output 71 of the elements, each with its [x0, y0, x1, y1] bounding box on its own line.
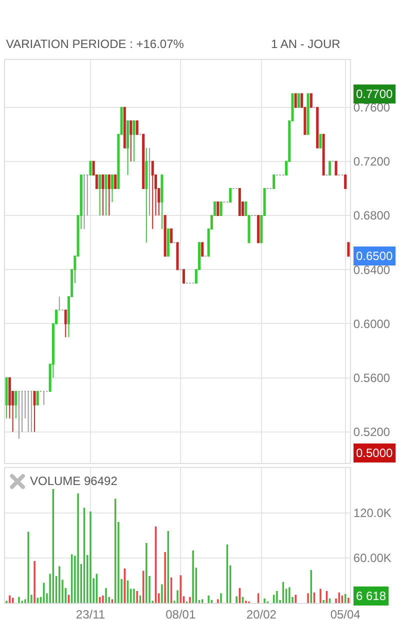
- text: VOLUME 96492: [30, 474, 118, 488]
- candlestick: [160, 174, 164, 230]
- x-tick-label: 08/01: [166, 607, 196, 622]
- candlestick: [257, 215, 260, 244]
- candlestick: [58, 296, 61, 311]
- y-tick-label: 0.6800: [353, 208, 390, 223]
- candlestick: [182, 269, 185, 284]
- candlestick: [83, 174, 86, 230]
- candlestick: [306, 93, 310, 135]
- y-tick-label: 0.6000: [353, 316, 390, 331]
- candlestick: [164, 215, 166, 257]
- candlestick: [142, 134, 145, 189]
- text: 0.7700: [356, 87, 394, 101]
- candlestick: [123, 106, 126, 148]
- candlestick: [104, 174, 108, 216]
- candlestick: [316, 106, 319, 148]
- candlestick: [89, 160, 92, 176]
- candlestick: [322, 134, 325, 176]
- x-tick-label: 20/02: [246, 607, 277, 622]
- candlestick: [216, 202, 220, 216]
- candlestick: [30, 390, 33, 432]
- candlestick: [272, 174, 276, 189]
- candlestick: [110, 174, 114, 202]
- y-tick-label: 120.0K: [353, 506, 392, 520]
- x-tick-label: 05/04: [330, 607, 361, 622]
- candlestick: [328, 160, 332, 176]
- candlestick: [33, 390, 36, 432]
- candlestick: [148, 147, 151, 216]
- y-tick-label: 0.5200: [353, 425, 390, 440]
- x-tick-label: 23/11: [76, 607, 106, 622]
- candlestick: [297, 93, 300, 108]
- candlestick: [176, 242, 179, 270]
- chart-title: VARIATION PERIODE : +16.07%: [6, 37, 184, 52]
- text: 0.5000: [356, 446, 394, 460]
- candlestick: [102, 174, 104, 216]
- candlestick: [151, 160, 154, 230]
- candlestick: [145, 147, 148, 244]
- y-tick-label: 0.7600: [353, 100, 390, 115]
- candlestick: [108, 174, 110, 216]
- candlestick: [98, 174, 102, 216]
- candlestick: [64, 310, 67, 338]
- y-tick-label: 0.6400: [353, 262, 390, 277]
- candlestick: [126, 120, 130, 176]
- text: 0.6500: [356, 249, 394, 263]
- candlestick: [166, 228, 170, 257]
- candlestick: [42, 390, 46, 406]
- candlestick: [5, 377, 8, 419]
- candlestick: [14, 390, 18, 419]
- y-tick-label: 0.5600: [353, 371, 390, 385]
- candlestick: [310, 93, 312, 108]
- candlestick: [36, 390, 39, 406]
- candlestick: [238, 188, 241, 216]
- candlestick: [18, 390, 20, 440]
- candlestick: [220, 202, 222, 216]
- candlestick: [347, 242, 350, 257]
- candlestick: [201, 242, 204, 257]
- candlestick: [294, 93, 297, 108]
- candlestick: [170, 228, 173, 244]
- candlestick: [319, 134, 322, 148]
- candlestick: [114, 174, 117, 189]
- candlestick: [229, 188, 232, 202]
- candlestick: [132, 120, 136, 162]
- chart-subtitle: 1 AN - JOUR: [271, 37, 341, 51]
- candlestick: [130, 120, 132, 162]
- y-tick-label: 60.00K: [353, 551, 392, 566]
- candlestick: [27, 390, 30, 432]
- candlestick: [334, 160, 338, 176]
- candlestick: [344, 174, 347, 189]
- text: 6 618: [356, 589, 386, 603]
- candlestick: [136, 120, 138, 135]
- y-tick-label: 0.7200: [353, 154, 390, 169]
